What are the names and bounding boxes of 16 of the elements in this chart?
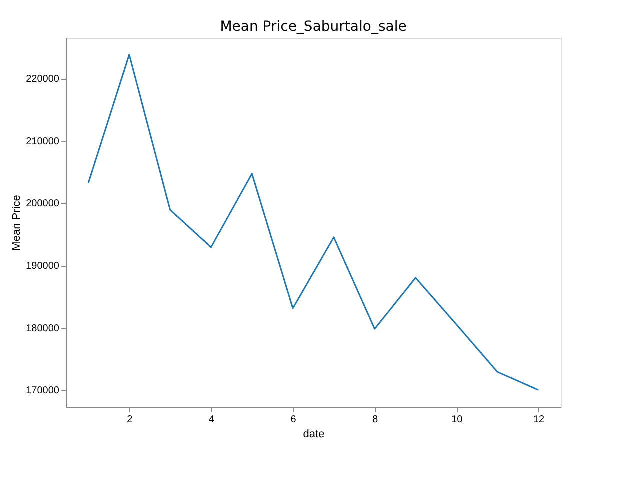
y-tick-label: 190000: [26, 261, 60, 272]
line-series: [88, 54, 540, 391]
y-tick-label: 210000: [26, 136, 60, 148]
x-tick-label: 6: [290, 414, 297, 426]
x-tick-label: 4: [208, 414, 215, 426]
x-tick-label: 2: [127, 414, 134, 426]
y-tick-label: 220000: [26, 74, 60, 86]
x-tick-label: 12: [533, 414, 545, 426]
chart-title: Mean Price_Saburtalo_sale: [220, 19, 407, 35]
x-tick-label: 8: [372, 414, 379, 426]
y-tick-label: 200000: [26, 198, 60, 210]
y-axis-title: Mean Price: [11, 195, 24, 251]
x-tick-label: 10: [452, 414, 464, 426]
y-tick-label: 170000: [26, 386, 60, 397]
x-axis-title: date: [303, 428, 325, 440]
y-tick-label: 180000: [26, 323, 60, 334]
